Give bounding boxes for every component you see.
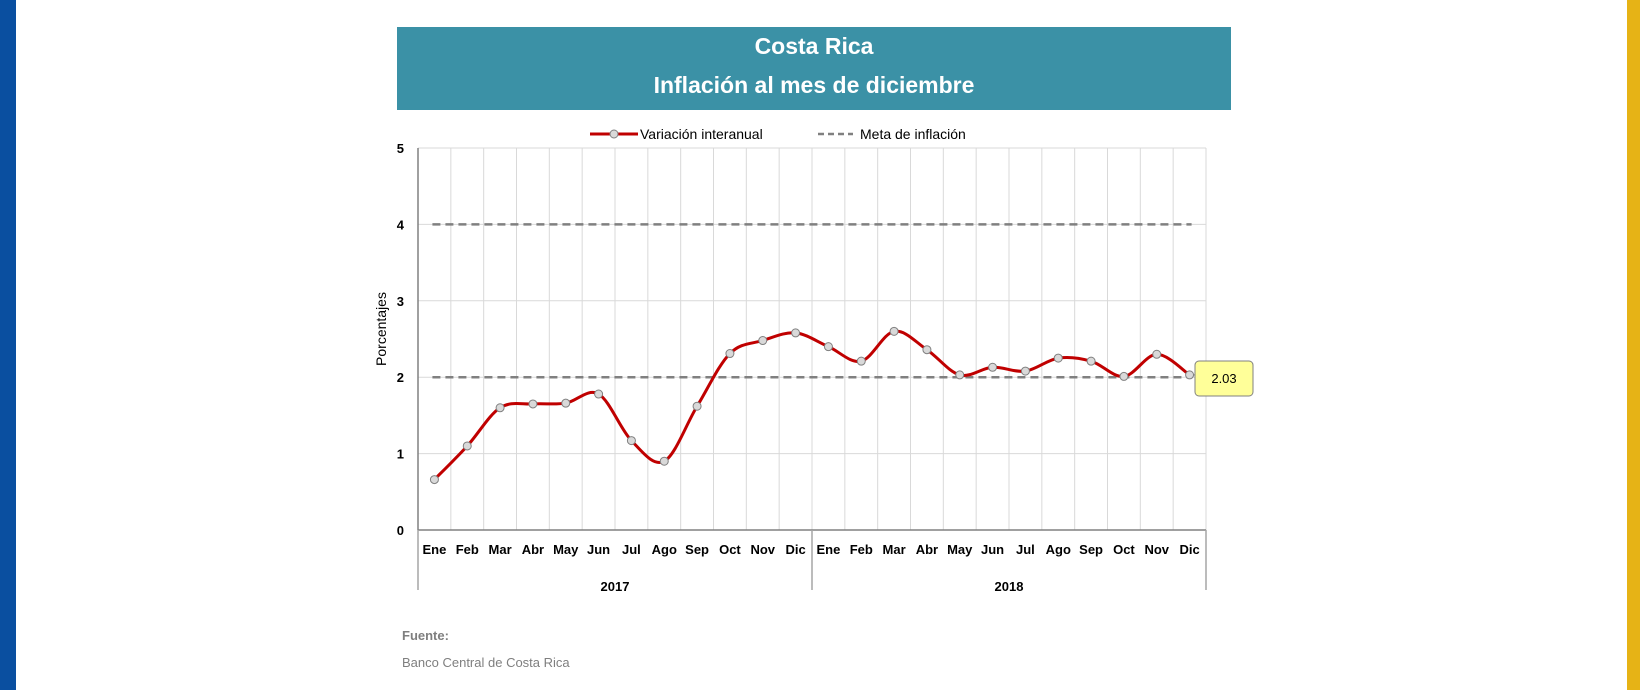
x-group-label: 2018	[995, 579, 1024, 594]
x-tick-label: May	[553, 542, 579, 557]
x-tick-label: Dic	[1179, 542, 1199, 557]
x-tick-label: Ago	[652, 542, 677, 557]
chart-axes: 0 1 2 3 4 5	[397, 141, 1206, 538]
data-point	[462, 441, 472, 451]
callout-box	[1194, 360, 1254, 397]
x-tick-label: Nov	[750, 542, 775, 557]
x-tick-label: Feb	[456, 542, 479, 557]
data-point	[1152, 349, 1162, 359]
data-point	[1053, 353, 1063, 363]
data-point	[856, 356, 866, 366]
x-group-label: 2017	[601, 579, 630, 594]
x-tick-label: Jul	[1016, 542, 1035, 557]
data-point	[1086, 356, 1096, 366]
data-point	[758, 336, 768, 346]
x-tick-label: Jun	[981, 542, 1004, 557]
x-tick-label: Dic	[785, 542, 805, 557]
x-tick-label: Mar	[883, 542, 906, 557]
data-point	[692, 401, 702, 411]
x-tick-label: Nov	[1144, 542, 1169, 557]
x-tick-label: Sep	[685, 542, 709, 557]
x-tick-label: May	[947, 542, 973, 557]
x-axis-labels: Ene Feb Mar Abr May Jun Jul Ago Sep Oct Nov Dic Ene F…	[417, 530, 1207, 594]
data-point	[594, 389, 604, 399]
data-point	[1119, 371, 1129, 381]
x-tick-label: Oct	[719, 542, 741, 557]
x-tick-label: Abr	[522, 542, 544, 557]
data-point	[659, 456, 669, 466]
footer-source: Banco Central de Costa Rica	[402, 655, 570, 670]
data-point	[626, 436, 636, 446]
footer-label: Fuente:	[402, 628, 449, 643]
y-tick-label: 4	[397, 217, 405, 232]
y-axis-title: Porcentajes	[373, 292, 389, 366]
data-point	[791, 328, 801, 338]
last-value-callout: 2.03	[1194, 360, 1254, 397]
data-point	[1185, 370, 1195, 380]
data-point	[922, 345, 932, 355]
target-lines	[432, 223, 1192, 379]
data-point	[495, 403, 505, 413]
data-point	[725, 349, 735, 359]
x-tick-label: Feb	[850, 542, 873, 557]
series-layer	[429, 326, 1195, 485]
chart-title: Costa Rica	[754, 33, 874, 59]
legend-marker	[609, 129, 619, 139]
data-point	[955, 370, 965, 380]
x-tick-label: Jul	[622, 542, 641, 557]
data-point	[429, 475, 439, 485]
x-tick-label: Ago	[1046, 542, 1071, 557]
x-tick-label: Oct	[1113, 542, 1135, 557]
x-tick-label: Sep	[1079, 542, 1103, 557]
left-edge-bar	[0, 0, 16, 690]
data-point	[528, 399, 538, 409]
y-tick-label: 1	[397, 447, 404, 462]
y-tick-label: 3	[397, 294, 404, 309]
data-point	[988, 362, 998, 372]
chart-legend: Variación interanual Meta de inflación	[590, 126, 966, 142]
x-tick-label: Ene	[422, 542, 446, 557]
right-edge-bar	[1627, 0, 1640, 690]
chart-title-band: Costa Rica Inflación al mes de diciembre	[397, 27, 1231, 110]
x-tick-label: Ene	[816, 542, 840, 557]
data-point	[889, 326, 899, 336]
x-tick-label: Jun	[587, 542, 610, 557]
y-tick-label: 5	[397, 141, 404, 156]
data-point	[823, 342, 833, 352]
data-point	[561, 398, 571, 408]
data-point	[1020, 366, 1030, 376]
chart-subtitle: Inflación al mes de diciembre	[653, 72, 975, 98]
x-tick-label: Mar	[489, 542, 512, 557]
x-tick-label: Abr	[916, 542, 938, 557]
legend-target-label: Meta de inflación	[860, 126, 966, 142]
y-tick-label: 0	[397, 523, 404, 538]
y-tick-label: 2	[397, 370, 404, 385]
callout-value: 2.03	[1211, 371, 1236, 386]
legend-series-label: Variación interanual	[640, 126, 763, 142]
